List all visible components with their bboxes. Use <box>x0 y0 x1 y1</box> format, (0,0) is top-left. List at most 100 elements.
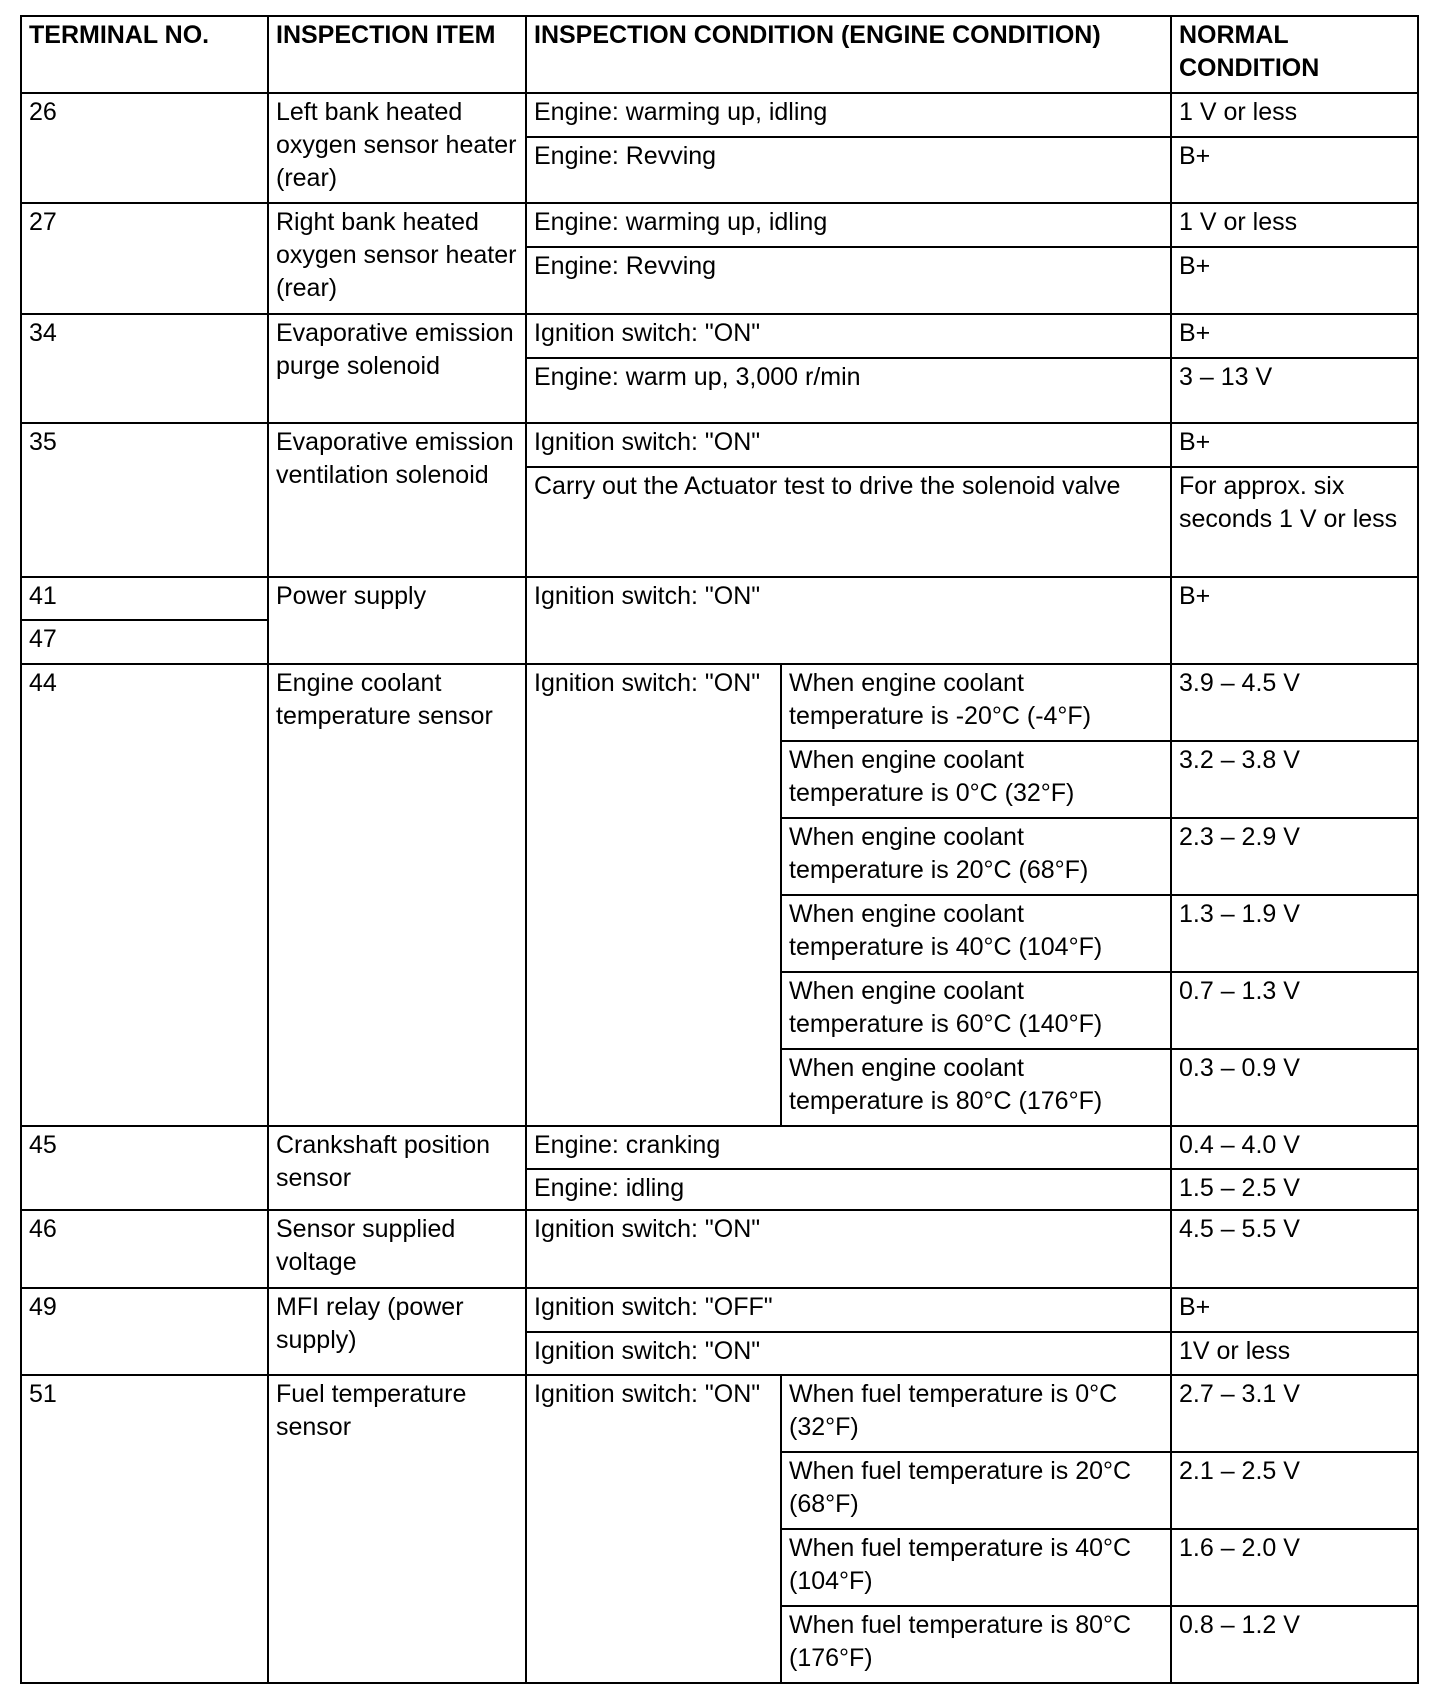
item-cell: Power supply <box>267 576 527 665</box>
item-cell: Engine coolant temperature sensor <box>267 663 527 1127</box>
normal-cell: 3.9 – 4.5 V <box>1170 663 1419 742</box>
condition-cell: Ignition switch: "ON" <box>525 1209 1172 1289</box>
normal-cell: 3.2 – 3.8 V <box>1170 740 1419 819</box>
table-row: When engine coolant temperature is 20°C … <box>21 817 1419 896</box>
item-cell: MFI relay (power supply) <box>267 1287 527 1376</box>
normal-cell: 1.6 – 2.0 V <box>1170 1528 1419 1607</box>
sub-condition-cell: When fuel temperature is 0°C (32°F) <box>780 1374 1172 1453</box>
sub-condition-cell: When fuel temperature is 40°C (104°F) <box>780 1528 1172 1607</box>
item-cell: Fuel temperature sensor <box>267 1374 527 1684</box>
normal-cell: B+ <box>1170 576 1419 665</box>
terminal-cell: 45 <box>20 1125 269 1211</box>
table-row: 44 Engine coolant temperature sensor Ign… <box>20 663 1419 1127</box>
table-row: When engine coolant temperature is 80°C … <box>21 1048 1419 1127</box>
table-row: 35 Evaporative emission ventilation sole… <box>20 422 1419 578</box>
condition-cell: Ignition switch: "ON" <box>525 1374 782 1684</box>
header-condition: INSPECTION CONDITION (ENGINE CONDITION) <box>525 15 1172 94</box>
item-cell: Evaporative emission ventilation solenoi… <box>267 422 527 578</box>
condition-cell: Carry out the Actuator test to drive the… <box>525 466 1172 578</box>
normal-cell: 1.5 – 2.5 V <box>1170 1168 1419 1211</box>
table-row: 41 Power supply Ignition switch: "ON" B+ <box>20 576 1419 665</box>
condition-cell: Engine: cranking <box>525 1125 1172 1170</box>
normal-cell: B+ <box>1170 1287 1419 1333</box>
normal-cell: 0.8 – 1.2 V <box>1170 1605 1419 1684</box>
sub-condition-cell: When engine coolant temperature is 40°C … <box>780 894 1172 973</box>
table-row: 45 Crankshaft position sensor Engine: cr… <box>20 1125 1419 1211</box>
terminal-cell: 27 <box>20 202 269 315</box>
terminal-cell: 49 <box>20 1287 269 1376</box>
condition-cell: Ignition switch: "OFF" <box>525 1287 1172 1333</box>
normal-cell: 4.5 – 5.5 V <box>1170 1209 1419 1289</box>
sub-condition-cell: When engine coolant temperature is 80°C … <box>780 1048 1172 1127</box>
table-row: 49 MFI relay (power supply) Ignition swi… <box>20 1287 1419 1376</box>
sub-condition-cell: When engine coolant temperature is 20°C … <box>780 817 1172 896</box>
normal-cell: 3 – 13 V <box>1170 357 1419 424</box>
condition-cell: Engine: Revving <box>525 246 1172 315</box>
table-row: When fuel temperature is 20°C (68°F) 2.1… <box>21 1451 1419 1530</box>
normal-cell: 1 V or less <box>1170 202 1419 248</box>
normal-cell: 2.7 – 3.1 V <box>1170 1374 1419 1453</box>
table-row: When engine coolant temperature is 0°C (… <box>21 740 1419 819</box>
table-row: 27 Right bank heated oxygen sensor heate… <box>20 202 1419 315</box>
normal-cell: 0.4 – 4.0 V <box>1170 1125 1419 1170</box>
table-row: When fuel temperature is 80°C (176°F) 0.… <box>21 1605 1419 1684</box>
table-row: When fuel temperature is 40°C (104°F) 1.… <box>21 1528 1419 1607</box>
condition-cell: Engine: idling <box>525 1168 1172 1211</box>
table-row: 51 Fuel temperature sensor Ignition swit… <box>20 1374 1419 1684</box>
table-row: Engine: Revving B+ <box>21 136 1419 204</box>
normal-cell: 1 V or less <box>1170 92 1419 138</box>
item-cell: Crankshaft position sensor <box>267 1125 527 1211</box>
normal-cell: 2.3 – 2.9 V <box>1170 817 1419 896</box>
sub-condition-cell: When fuel temperature is 20°C (68°F) <box>780 1451 1172 1530</box>
terminal-cell: 41 <box>20 576 269 621</box>
sub-condition-cell: When fuel temperature is 80°C (176°F) <box>780 1605 1172 1684</box>
table-row: Engine: warm up, 3,000 r/min 3 – 13 V <box>21 357 1419 424</box>
condition-cell: Ignition switch: "ON" <box>525 663 782 1127</box>
table-row: Carry out the Actuator test to drive the… <box>21 466 1419 578</box>
terminal-cell: 35 <box>20 422 269 578</box>
header-item: INSPECTION ITEM <box>267 15 527 94</box>
header-terminal: TERMINAL NO. <box>20 15 269 94</box>
table-row: When engine coolant temperature is 60°C … <box>21 971 1419 1050</box>
normal-cell: 0.7 – 1.3 V <box>1170 971 1419 1050</box>
condition-cell: Ignition switch: "ON" <box>525 313 1172 359</box>
table-row: Ignition switch: "ON" 1V or less <box>21 1331 1419 1376</box>
table-row: 26 Left bank heated oxygen sensor heater… <box>20 92 1419 204</box>
terminal-cell: 44 <box>20 663 269 1127</box>
condition-cell: Ignition switch: "ON" <box>525 422 1172 468</box>
terminal-cell: 46 <box>20 1209 269 1289</box>
item-cell: Evaporative emission purge solenoid <box>267 313 527 424</box>
table-row: When engine coolant temperature is 40°C … <box>21 894 1419 973</box>
item-cell: Left bank heated oxygen sensor heater (r… <box>267 92 527 204</box>
condition-cell: Ignition switch: "ON" <box>525 1331 1172 1376</box>
condition-cell: Ignition switch: "ON" <box>525 576 1172 665</box>
item-cell: Sensor supplied voltage <box>267 1209 527 1289</box>
terminal-cell: 26 <box>20 92 269 204</box>
normal-cell: 2.1 – 2.5 V <box>1170 1451 1419 1530</box>
sub-condition-cell: When engine coolant temperature is 60°C … <box>780 971 1172 1050</box>
condition-cell: Engine: Revving <box>525 136 1172 204</box>
sub-condition-cell: When engine coolant temperature is -20°C… <box>780 663 1172 742</box>
normal-cell: B+ <box>1170 313 1419 359</box>
normal-cell: 1.3 – 1.9 V <box>1170 894 1419 973</box>
header-row: TERMINAL NO. INSPECTION ITEM INSPECTION … <box>20 15 1419 94</box>
table-row: 46 Sensor supplied voltage Ignition swit… <box>20 1209 1419 1289</box>
normal-cell: For approx. six seconds 1 V or less <box>1170 466 1419 578</box>
terminal-cell: 34 <box>20 313 269 424</box>
normal-cell: 0.3 – 0.9 V <box>1170 1048 1419 1127</box>
sub-condition-cell: When engine coolant temperature is 0°C (… <box>780 740 1172 819</box>
inspection-table: TERMINAL NO. INSPECTION ITEM INSPECTION … <box>20 15 1419 1684</box>
condition-cell: Engine: warming up, idling <box>525 202 1172 248</box>
header-normal: NORMAL CONDITION <box>1170 15 1419 94</box>
table-row: 47 <box>20 619 1418 665</box>
item-cell: Right bank heated oxygen sensor heater (… <box>267 202 527 315</box>
normal-cell: B+ <box>1170 136 1419 204</box>
table-row: 34 Evaporative emission purge solenoid I… <box>20 313 1419 424</box>
terminal-cell: 51 <box>20 1374 269 1684</box>
normal-cell: B+ <box>1170 246 1419 315</box>
table-row: Engine: idling 1.5 – 2.5 V <box>21 1168 1419 1211</box>
normal-cell: 1V or less <box>1170 1331 1419 1376</box>
terminal-cell: 47 <box>20 619 269 665</box>
table-row: Engine: Revving B+ <box>21 246 1419 315</box>
normal-cell: B+ <box>1170 422 1419 468</box>
